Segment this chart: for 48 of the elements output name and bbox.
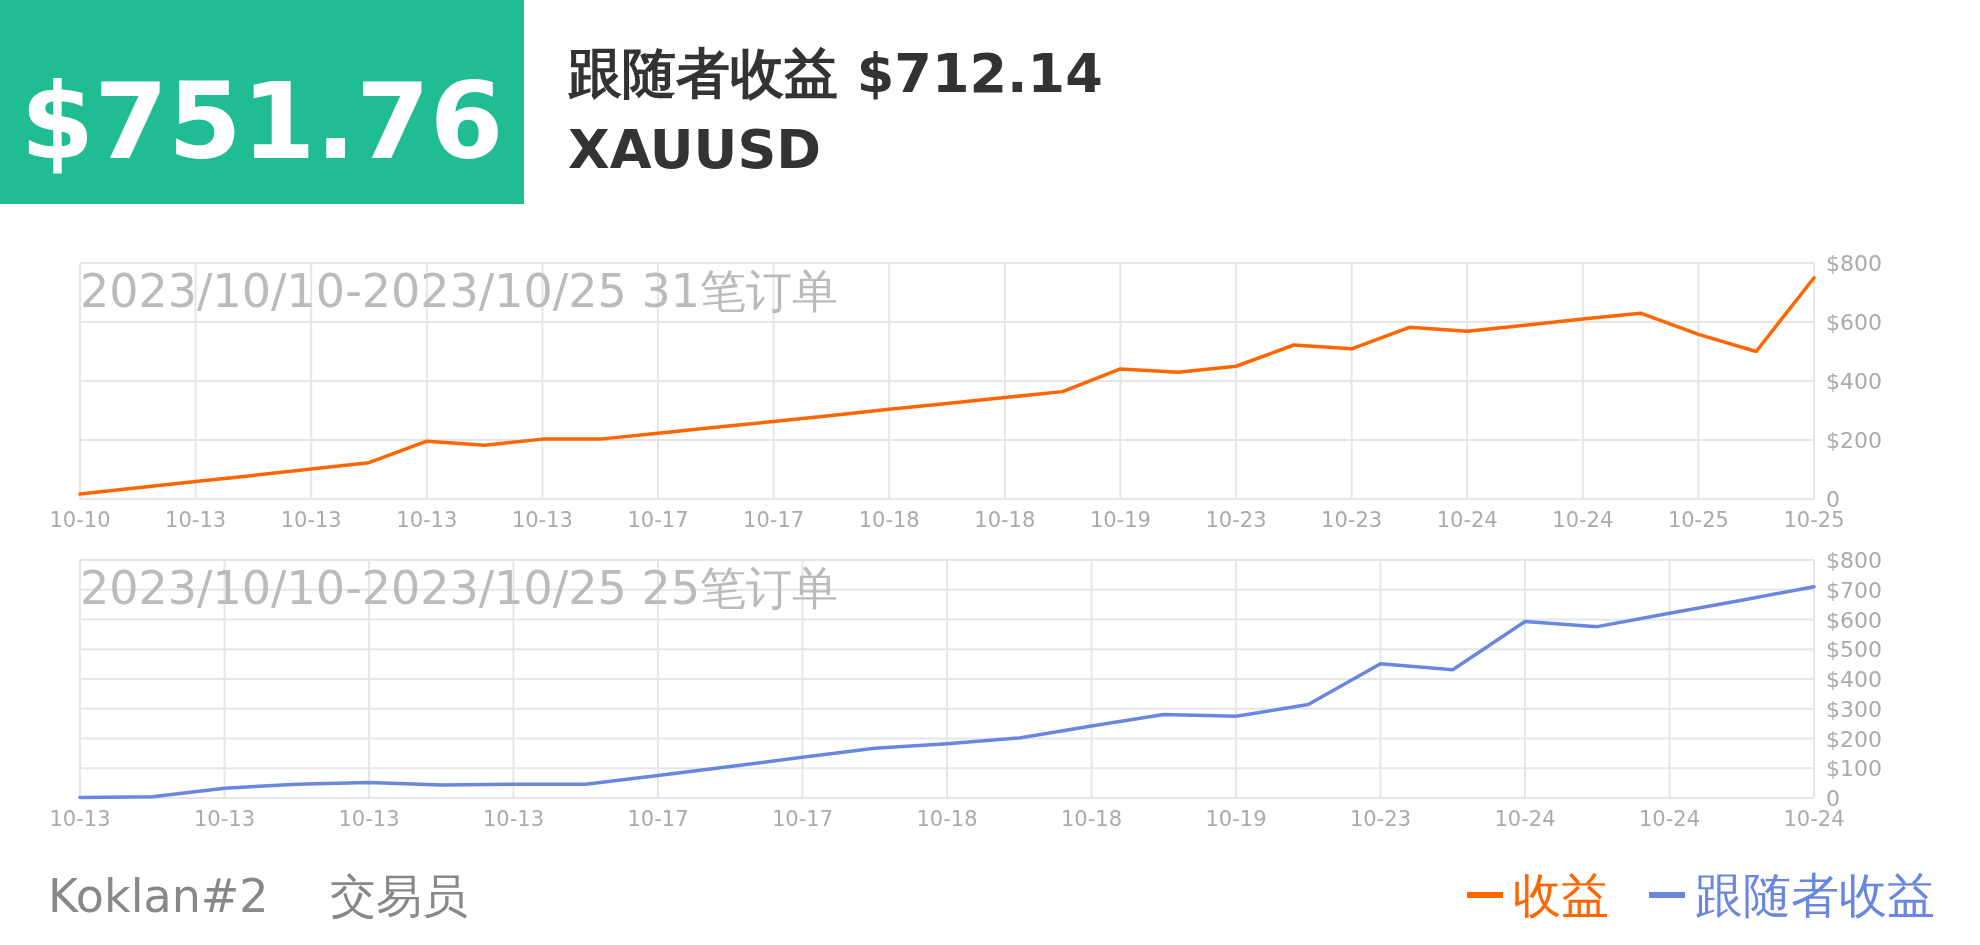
x-tick-label: 10-24	[1552, 508, 1614, 532]
x-tick-label: 10-13	[511, 508, 573, 532]
y-tick-label: $200	[1826, 726, 1882, 752]
x-tick-label: 10-13	[280, 508, 342, 532]
y-tick-label: $100	[1826, 756, 1882, 782]
x-tick-label: 10-23	[1349, 807, 1412, 831]
text: $751.76	[20, 60, 504, 183]
y-tick-label: $600	[1826, 310, 1882, 335]
x-tick-label: 10-18	[858, 508, 920, 532]
x-tick-label: 10-24	[1638, 807, 1701, 831]
legend-label: 收益	[1513, 867, 1609, 923]
chart-title: 2023/10/10-2023/10/25 25笔订单	[80, 561, 839, 615]
text: 交易员	[330, 869, 468, 923]
y-tick-label: $800	[1826, 548, 1882, 573]
y-tick-label: $600	[1826, 607, 1882, 633]
x-tick-label: 10-19	[1205, 807, 1267, 831]
x-tick-label: 10-24	[1494, 807, 1556, 831]
x-tick-label: 10-18	[1060, 807, 1123, 831]
x-tick-label: 10-17	[743, 508, 805, 532]
x-tick-label: 10-13	[482, 807, 545, 831]
y-tick-label: $300	[1826, 696, 1882, 722]
x-tick-label: 10-13	[338, 807, 400, 831]
x-tick-label: 10-23	[1205, 508, 1267, 532]
y-tick-label: $500	[1826, 637, 1882, 663]
x-tick-label: 10-13	[396, 508, 458, 532]
x-tick-label: 10-23	[1321, 508, 1383, 532]
y-tick-label: $200	[1826, 428, 1882, 453]
x-tick-label: 10-13	[165, 508, 227, 532]
chart-title: 2023/10/10-2023/10/25 31笔订单	[80, 264, 839, 318]
y-tick-label: $800	[1826, 251, 1882, 276]
x-tick-label: 10-18	[916, 807, 978, 831]
y-tick-label: $700	[1826, 577, 1882, 603]
x-tick-label: 10-17	[627, 508, 689, 532]
x-tick-label: 10-13	[49, 807, 111, 831]
x-tick-label: 10-18	[974, 508, 1036, 532]
x-tick-label: 10-17	[771, 807, 834, 831]
x-tick-label: 10-24	[1436, 508, 1498, 532]
text: XAUUSD	[568, 118, 822, 181]
y-tick-label: $400	[1826, 369, 1882, 394]
x-tick-label: 10-17	[627, 807, 689, 831]
text: 跟随者收益 $712.14	[567, 42, 1103, 105]
legend-label: 跟随者收益	[1695, 867, 1935, 923]
x-tick-label: 10-19	[1089, 508, 1151, 532]
y-tick-label: $400	[1826, 667, 1882, 692]
x-tick-label: 10-10	[49, 508, 111, 532]
x-tick-label: 10-13	[193, 807, 256, 831]
x-tick-label: 10-25	[1667, 508, 1729, 532]
text: Koklan#2	[48, 869, 269, 923]
